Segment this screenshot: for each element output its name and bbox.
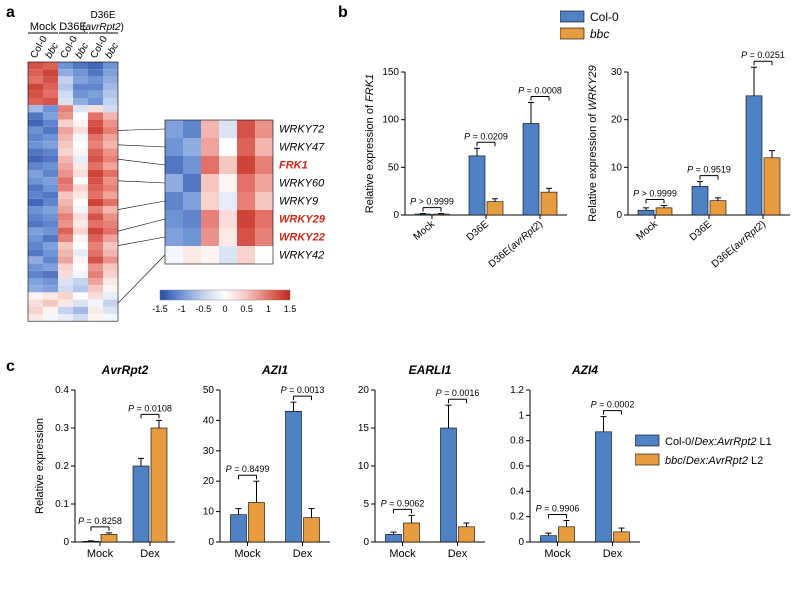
svg-text:FRK1: FRK1 [279,160,308,172]
panel-label-c: c [6,358,15,376]
svg-text:0.4: 0.4 [510,486,524,497]
svg-text:Relative expression of WRKY29: Relative expression of WRKY29 [587,65,599,222]
svg-text:Mock: Mock [87,548,114,560]
svg-text:-0.5: -0.5 [196,304,212,314]
legend-panel-b: Col-0 bbc [560,8,710,48]
svg-text:P = 0.9062: P = 0.9062 [381,498,425,508]
svg-text:AZI1: AZI1 [261,363,288,377]
svg-text:0: 0 [393,210,399,221]
svg-text:D36E(avrRpt2): D36E(avrRpt2) [710,219,768,270]
svg-text:20: 20 [203,476,215,487]
svg-text:50: 50 [203,385,215,396]
svg-text:0: 0 [63,537,69,548]
svg-text:10: 10 [358,461,370,472]
panel-c-chart-azi1: 0 10 20 30 40 50 P = 0.8499 Mock P = 0.0013 Dex AZ… [185,362,335,572]
svg-text:Dex: Dex [603,548,623,560]
svg-text:D36E: D36E [90,10,115,21]
svg-text:Mock: Mock [544,548,571,560]
svg-text:0.5: 0.5 [240,304,253,314]
svg-text:AvrRpt2: AvrRpt2 [101,363,149,377]
svg-text:0: 0 [616,210,622,221]
svg-text:0.6: 0.6 [510,461,524,472]
svg-text:0.1: 0.1 [55,499,69,510]
svg-text:1.5: 1.5 [284,304,297,314]
svg-text:P = 0.0108: P = 0.0108 [128,403,172,413]
svg-text:Col-0/Dex:AvrRpt2 L1: Col-0/Dex:AvrRpt2 L1 [665,436,772,448]
svg-text:0: 0 [208,537,214,548]
svg-text:30: 30 [611,67,623,78]
svg-text:P = 0.9519: P = 0.9519 [687,165,731,175]
svg-text:0.4: 0.4 [55,385,69,396]
svg-text:P = 0.8258: P = 0.8258 [78,516,122,526]
svg-text:Dex: Dex [140,548,160,560]
svg-text:WRKY42: WRKY42 [279,250,324,262]
svg-text:-1: -1 [178,304,186,314]
svg-text:P = 0.0209: P = 0.0209 [464,131,508,141]
svg-text:30: 30 [203,446,215,457]
svg-text:P = 0.9906: P = 0.9906 [536,503,580,513]
svg-text:D36E(avrRpt2): D36E(avrRpt2) [487,219,545,270]
svg-text:EARLI1: EARLI1 [409,363,452,377]
svg-text:P > 0.9999: P > 0.9999 [633,188,677,198]
svg-text:bbc: bbc [590,27,609,41]
svg-text:WRKY29: WRKY29 [279,214,326,226]
svg-text:WRKY72: WRKY72 [279,124,324,136]
svg-text:Mock: Mock [389,548,416,560]
svg-text:20: 20 [611,115,623,126]
svg-text:WRKY22: WRKY22 [279,232,325,244]
svg-text:D36E: D36E [688,219,714,244]
svg-text:0.2: 0.2 [510,512,524,523]
svg-text:D36E: D36E [465,219,491,244]
svg-text:0: 0 [518,537,524,548]
svg-text:Mock: Mock [234,548,261,560]
svg-text:WRKY60: WRKY60 [279,178,325,190]
svg-text:1: 1 [518,410,524,421]
svg-text:0: 0 [222,304,227,314]
svg-text:10: 10 [611,162,623,173]
svg-text:0.8: 0.8 [510,436,524,447]
svg-text:1.2: 1.2 [510,385,524,396]
svg-text:50: 50 [388,162,400,173]
svg-text:5: 5 [363,499,369,510]
svg-text:150: 150 [382,67,399,78]
svg-text:Relative expression: Relative expression [34,418,46,514]
svg-text:Dex: Dex [448,548,468,560]
svg-text:Col-0: Col-0 [590,10,619,24]
svg-text:100: 100 [382,115,399,126]
svg-text:Mock: Mock [635,218,661,242]
svg-text:20: 20 [358,385,370,396]
svg-text:-1.5: -1.5 [152,304,168,314]
svg-text:0.2: 0.2 [55,461,69,472]
svg-text:40: 40 [203,415,215,426]
svg-text:15: 15 [358,423,370,434]
svg-text:P = 0.0002: P = 0.0002 [591,400,635,410]
svg-text:0.3: 0.3 [55,423,69,434]
svg-text:AZI4: AZI4 [571,363,598,377]
svg-text:WRKY47: WRKY47 [279,142,325,154]
svg-text:Relative expression of FRK1: Relative expression of FRK1 [364,74,376,213]
panel-b-chart-frk1: 0 50 100 150 P > 0.9999 Mock P = 0.0209 D36E P =… [357,50,572,285]
panel-a-heatmap: MockD36ED36E(avrRpt2)Col-0bbcCol-0bbcCol… [10,10,340,360]
legend-panel-c: Col-0/Dex:AvrRpt2 L1 bbc/Dex:AvrRpt2 L2 [635,430,795,480]
panel-c-chart-earli1: 0 5 10 15 20 P = 0.9062 Mock P = 0.0016 Dex EARLI… [340,362,490,572]
svg-text:(avrRpt2): (avrRpt2) [82,22,124,33]
svg-text:Mock: Mock [30,21,57,33]
svg-text:WRKY9: WRKY9 [279,196,318,208]
svg-text:Mock: Mock [412,218,438,242]
svg-text:P > 0.9999: P > 0.9999 [410,197,454,207]
svg-text:1: 1 [266,304,271,314]
svg-text:P = 0.0016: P = 0.0016 [436,388,480,398]
panel-b-chart-wrky29: 0 10 20 30 P > 0.9999 Mock P = 0.9519 D36E P = 0… [580,50,795,285]
svg-text:P = 0.0251: P = 0.0251 [741,50,785,60]
svg-text:P = 0.0008: P = 0.0008 [518,86,562,96]
svg-text:P = 0.0013: P = 0.0013 [281,385,325,395]
svg-text:P = 0.8499: P = 0.8499 [226,464,270,474]
svg-text:0: 0 [363,537,369,548]
svg-text:10: 10 [203,507,215,518]
svg-text:Dex: Dex [293,548,313,560]
svg-text:bbc/Dex:AvrRpt2 L2: bbc/Dex:AvrRpt2 L2 [665,455,763,467]
panel-c-chart-avrrpt2: 0 0.1 0.2 0.3 0.4 P = 0.8258 Mock P = 0.0108 Dex… [30,362,180,572]
panel-c-chart-azi4: 0 0.2 0.4 0.6 0.8 1 1.2 P = 0.9906 Mock P = 0.000… [495,362,645,572]
